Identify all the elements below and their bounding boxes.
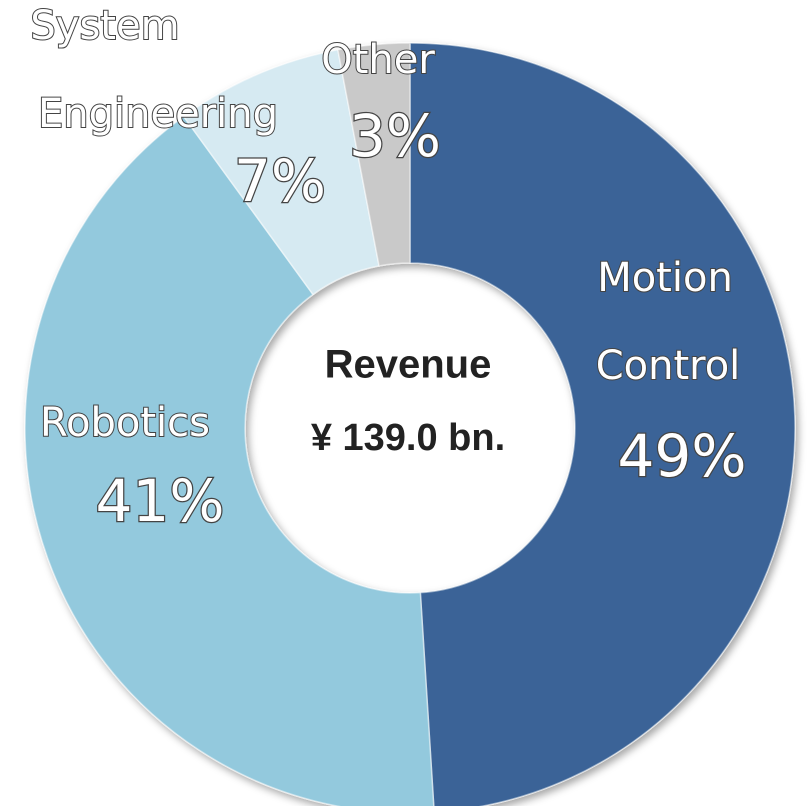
slice-value-label: 3% xyxy=(349,102,441,170)
donut-slice xyxy=(336,42,411,267)
slice-label: Robotics xyxy=(40,400,210,446)
donut-slice xyxy=(409,42,796,806)
donut xyxy=(24,42,796,806)
slice-value-label: 41% xyxy=(96,467,225,535)
slice-label: System Engineering xyxy=(30,3,278,137)
slice-label: Motion Control xyxy=(596,255,741,389)
slice-value-label: 7% xyxy=(234,147,326,215)
slice-value-label: 49% xyxy=(618,422,747,490)
donut-slice xyxy=(24,115,435,806)
center-subtitle: ¥ 139.0 bn. xyxy=(311,417,505,459)
center-title: Revenue xyxy=(325,343,492,387)
slice-label: Other xyxy=(321,37,435,83)
